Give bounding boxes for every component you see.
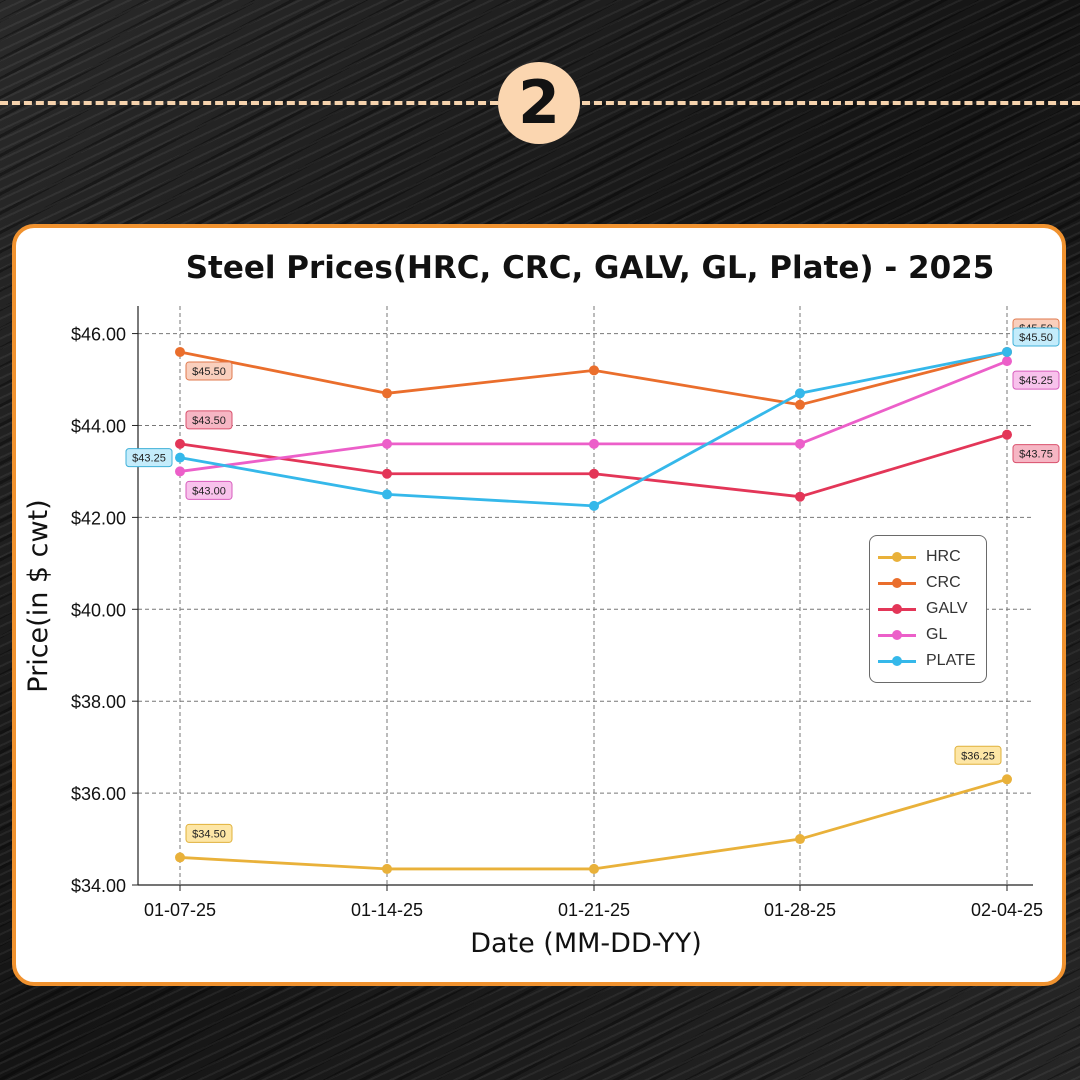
decorative-dashed-line-right	[582, 101, 1080, 105]
legend-swatch-hrc	[878, 551, 916, 563]
legend-swatch-gl	[878, 629, 916, 641]
data-point-galv	[589, 468, 599, 479]
data-label: $45.25	[1019, 375, 1053, 387]
x-axis-label: Date (MM-DD-YY)	[470, 928, 702, 959]
axes: 01-07-25 01-14-25 01-21-25 01-28-25 02-04-25…	[71, 306, 1043, 920]
data-point-plate	[175, 452, 185, 463]
legend-item-plate: PLATE	[878, 648, 986, 674]
data-label: $36.25	[961, 750, 995, 762]
data-point-hrc	[795, 834, 805, 845]
data-point-hrc	[589, 863, 599, 874]
x-tick-label: 01-28-25	[764, 900, 836, 920]
data-label-box	[1012, 444, 1060, 464]
data-point-gl	[795, 438, 805, 449]
data-label-box	[185, 480, 233, 500]
legend-swatch-crc	[878, 577, 916, 589]
step-number-badge: 2	[498, 62, 580, 144]
data-label-box	[125, 448, 173, 468]
data-point-galv	[795, 491, 805, 502]
y-tick-label: $40.00	[71, 600, 126, 620]
legend-label-crc: CRC	[926, 574, 961, 591]
legend-label-hrc: HRC	[926, 548, 961, 565]
data-point-gl	[175, 466, 185, 477]
data-label: $43.75	[1019, 449, 1053, 461]
data-label: $45.50	[1019, 332, 1053, 344]
x-tick-label: 01-14-25	[351, 900, 423, 920]
data-label-box	[1012, 370, 1060, 390]
data-point-hrc	[382, 863, 392, 874]
legend-item-hrc: HRC	[878, 544, 986, 570]
data-point-galv	[175, 438, 185, 449]
series-lines	[175, 346, 1012, 874]
data-point-gl	[382, 438, 392, 449]
decorative-dashed-line-left	[0, 101, 498, 105]
y-tick-label: $42.00	[71, 508, 126, 528]
data-point-hrc	[1002, 774, 1012, 785]
legend-label-galv: GALV	[926, 600, 968, 617]
data-point-plate	[382, 489, 392, 500]
x-tick-label: 02-04-25	[971, 900, 1043, 920]
data-point-gl	[1002, 356, 1012, 367]
data-point-plate	[589, 500, 599, 511]
x-tick-label: 01-07-25	[144, 900, 216, 920]
data-label: $34.50	[192, 828, 226, 840]
data-point-galv	[1002, 429, 1012, 440]
data-label: $43.50	[192, 415, 226, 427]
data-point-crc	[382, 388, 392, 399]
y-tick-label: $38.00	[71, 692, 126, 712]
y-tick-label: $44.00	[71, 416, 126, 436]
y-tick-label: $46.00	[71, 325, 126, 345]
legend-swatch-plate	[878, 655, 916, 667]
data-point-gl	[589, 438, 599, 449]
legend-label-gl: GL	[926, 626, 948, 643]
y-axis-label: Price(in $ cwt)	[23, 499, 54, 692]
data-point-plate	[795, 388, 805, 399]
legend-item-gl: GL	[878, 622, 986, 648]
data-point-crc	[589, 365, 599, 376]
legend-label-plate: PLATE	[926, 652, 976, 669]
legend-item-galv: GALV	[878, 596, 986, 622]
x-tick-label: 01-21-25	[558, 900, 630, 920]
data-label-box	[185, 823, 233, 843]
y-tick-label: $34.00	[71, 876, 126, 896]
data-point-hrc	[175, 852, 185, 863]
y-tick-label: $36.00	[71, 784, 126, 804]
data-label: $43.25	[132, 453, 166, 465]
data-label-box	[185, 361, 233, 381]
data-label: $45.50	[192, 366, 226, 378]
chart-legend: HRC CRC GALV GL PLATE	[869, 535, 987, 683]
data-label-box	[185, 410, 233, 430]
data-label: $43.00	[192, 485, 226, 497]
data-labels: $34.50 $36.25 $45.50 $45.50 $43.50 $43.75 $43.…	[125, 318, 1060, 843]
data-label-box	[1012, 327, 1060, 347]
chart-title: Steel Prices(HRC, CRC, GALV, GL, Plate) …	[186, 250, 995, 286]
legend-swatch-galv	[878, 603, 916, 615]
data-point-crc	[795, 399, 805, 410]
legend-item-crc: CRC	[878, 570, 986, 596]
data-point-crc	[175, 346, 185, 357]
data-label-box	[954, 745, 1002, 765]
data-point-plate	[1002, 346, 1012, 357]
data-point-galv	[382, 468, 392, 479]
